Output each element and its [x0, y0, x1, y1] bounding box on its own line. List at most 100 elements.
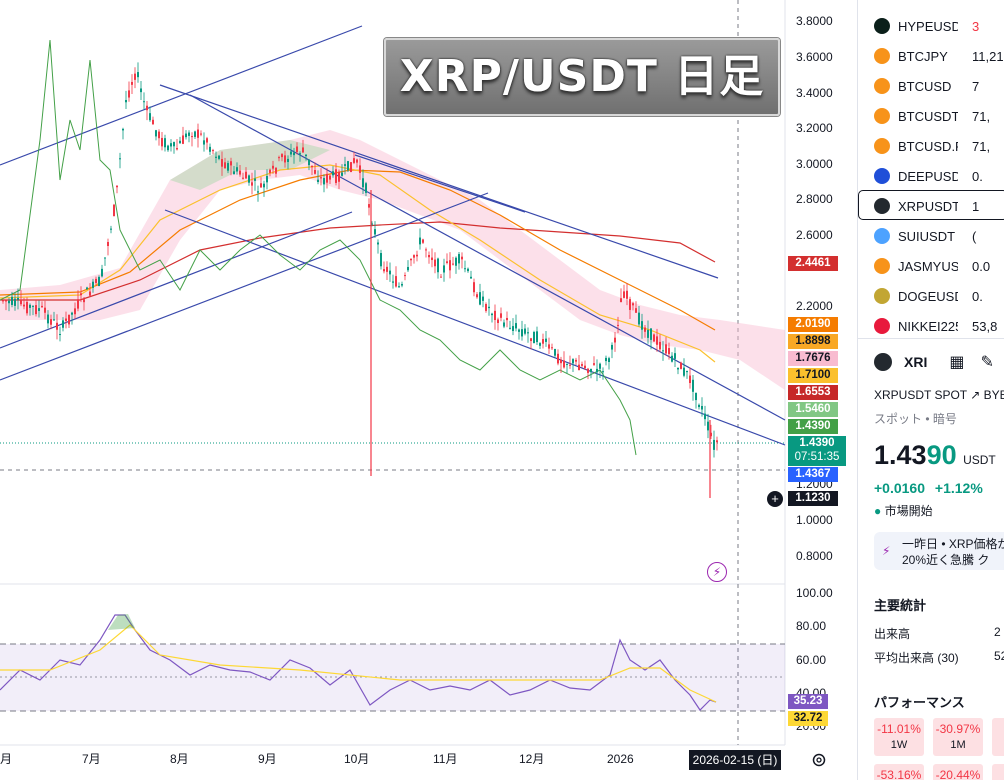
rsi-axis-tag: 35.23 — [788, 694, 828, 709]
watchlist-row[interactable]: HYPEUSDT 3 — [858, 11, 1004, 41]
price-main: 1.43 — [874, 440, 927, 470]
price-change-pct: +1.12% — [934, 480, 983, 496]
watchlist-row[interactable]: SUIUSDT ( — [858, 221, 1004, 251]
candle-body — [74, 308, 76, 315]
lightning-icon[interactable]: ⚡ — [707, 562, 727, 582]
symbol-icon — [874, 108, 890, 124]
performance-box[interactable]: -11.01% 1W — [874, 718, 924, 756]
watchlist-row[interactable]: NIKKEI225 53,8 — [858, 311, 1004, 341]
external-link-icon[interactable]: ↗ — [970, 388, 984, 402]
candle-body — [197, 129, 199, 138]
stat-avg-volume-value: 52 — [994, 649, 1004, 663]
candle-body — [233, 171, 235, 175]
candle-body — [56, 322, 58, 330]
watchlist-row[interactable]: XRPUSDT 1 — [858, 191, 1004, 221]
time-axis-tick: 7月 — [82, 752, 101, 766]
candle-body — [602, 371, 604, 373]
news-card[interactable]: ⚡ 一昨日 • XRP価格が 20%近く急騰 ク — [874, 532, 1004, 570]
rsi-axis-tick: 100.00 — [796, 586, 833, 600]
candle-body — [164, 138, 166, 148]
candle-body — [407, 266, 409, 271]
chart-area[interactable]: 3.8000 3.6000 3.4000 3.2000 3.0000 2.8000 2.60… — [0, 0, 855, 780]
price-chart[interactable]: 3.8000 3.6000 3.4000 3.2000 3.0000 2.8000 2.60… — [0, 0, 855, 780]
chart-title-banner: XRP/USDT 日足 — [384, 38, 780, 116]
performance-box[interactable]: -53.16% — [874, 764, 924, 780]
watchlist-row[interactable]: JASMYUSDT 0.0 — [858, 251, 1004, 281]
candle-body — [29, 304, 31, 308]
key-stats-title: 主要統計 — [874, 598, 927, 613]
candle-body — [611, 344, 613, 350]
candle-body — [338, 171, 340, 182]
candle-body — [599, 363, 601, 369]
candle-body — [689, 375, 691, 384]
rsi-axis-tick: 80.00 — [796, 619, 826, 633]
candle-body — [671, 355, 673, 362]
time-axis-labels: 月 7月 8月 9月 10月 11月 12月 2026 — [0, 752, 634, 766]
candle-body — [509, 327, 511, 329]
watchlist-row[interactable]: BTCUSD 7 — [858, 71, 1004, 101]
performance-box[interactable]: -20.44% — [933, 764, 983, 780]
watchlist-last: 53,8 — [972, 318, 998, 334]
news-line-2: 20%近く急騰 ク — [902, 553, 990, 567]
watchlist-symbol: BTCJPY — [898, 48, 948, 64]
watchlist-row[interactable]: BTCUSD.P 71, — [858, 131, 1004, 161]
candle-body — [68, 314, 70, 325]
watchlist-row[interactable]: DOGEUSDT 0. — [858, 281, 1004, 311]
candle-body — [686, 370, 688, 373]
candle-body — [353, 158, 355, 163]
candle-body — [710, 432, 712, 437]
candle-body — [677, 367, 679, 370]
candle-body — [452, 263, 454, 265]
candle-body — [635, 308, 637, 313]
candle-body — [83, 299, 85, 303]
watchlist-row[interactable]: BTCUSDT 71, — [858, 101, 1004, 131]
watchlist-symbol: DOGEUSDT — [898, 288, 958, 304]
downtrend-upper-line — [159, 84, 719, 279]
candle-body — [566, 363, 568, 365]
time-axis-tick: 11月 — [433, 752, 457, 766]
candle-body — [287, 158, 289, 162]
watchlist-last: 1 — [972, 198, 980, 214]
candle-body — [221, 159, 223, 167]
candle-body — [254, 178, 256, 181]
watchlist-symbol: XRPUSDT — [898, 198, 958, 214]
performance-box[interactable]: -3 — [992, 718, 1004, 756]
rsi-line — [0, 614, 717, 711]
candle-body — [128, 90, 130, 98]
rsi-axis-tag: 32.72 — [788, 711, 828, 726]
candle-body — [104, 257, 106, 259]
performance-box[interactable]: -30.97% 1M — [933, 718, 983, 756]
price-axis-tick: 0.8000 — [796, 549, 833, 563]
candle-body — [659, 341, 661, 350]
watchlist-row[interactable]: BTCJPY 11,21 — [858, 41, 1004, 71]
candle-body — [272, 165, 274, 169]
performance-value: -20.44% — [935, 768, 981, 780]
price-axis-tick: 2.6000 — [796, 228, 833, 242]
performance-box[interactable]: - — [992, 764, 1004, 780]
candle-body — [368, 204, 370, 208]
candle-body — [560, 359, 562, 364]
candle-body — [335, 169, 337, 183]
gear-icon[interactable] — [811, 752, 827, 768]
candle-body — [449, 260, 451, 271]
candle-body — [200, 133, 202, 135]
candle-body — [545, 338, 547, 342]
layout-icon[interactable]: ▦ — [949, 354, 965, 371]
watchlist-last: 0. — [972, 168, 983, 184]
candle-body — [236, 167, 238, 172]
candle-body — [551, 347, 553, 349]
candle-body — [446, 261, 448, 263]
candle-body — [269, 169, 271, 173]
candle-body — [575, 359, 577, 362]
price-axis-tick: 3.2000 — [796, 121, 833, 135]
candle-body — [662, 350, 664, 352]
edit-icon[interactable]: ✎ — [980, 354, 994, 371]
candle-body — [86, 287, 88, 290]
candle-body — [305, 154, 307, 157]
price-axis-tick: 3.6000 — [796, 50, 833, 64]
candle-body — [512, 326, 514, 331]
candle-body — [326, 173, 328, 183]
add-alert-icon[interactable]: + — [767, 491, 783, 507]
watchlist-last: ( — [972, 228, 977, 244]
watchlist-row[interactable]: DEEPUSDT 0. — [858, 161, 1004, 191]
